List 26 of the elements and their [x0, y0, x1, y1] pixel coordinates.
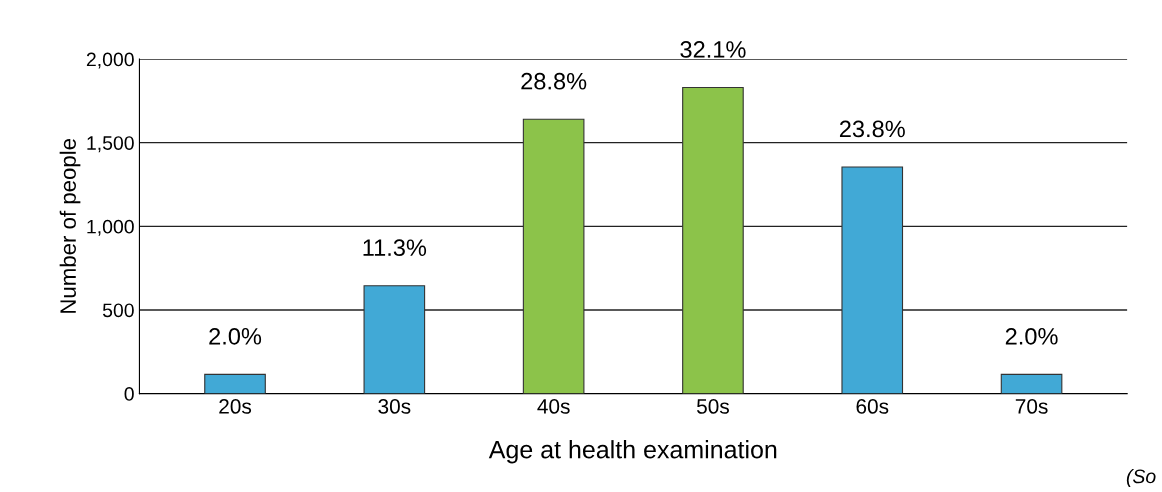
annotation: 2.0%: [1005, 327, 1058, 345]
bar: [682, 86, 744, 394]
y-tick-label: 0: [124, 387, 134, 401]
annotation: 2.0%: [209, 327, 262, 345]
x-tick-label: 60s: [856, 399, 889, 414]
x-tick-label: 30s: [378, 399, 411, 414]
bar: [204, 373, 266, 394]
y-tick-label: 500: [102, 303, 134, 318]
x-tick-label: 40s: [537, 399, 570, 414]
x-tick-label: 20s: [219, 399, 252, 414]
y-tick-label: 1,500: [87, 136, 134, 153]
bar: [841, 166, 904, 394]
text: (So: [1126, 468, 1156, 488]
bar: [1000, 373, 1063, 394]
annotation: 23.8%: [839, 120, 905, 138]
annotation: 28.8%: [521, 72, 587, 90]
y-axis-title: Number of people: [59, 138, 81, 313]
annotation: 11.3%: [363, 239, 427, 257]
y-tick-label: 2,000: [86, 52, 134, 69]
y-tick-label: 1,000: [87, 219, 134, 236]
annotation: 32.1%: [680, 41, 746, 58]
x-axis-title: Age at health examination: [488, 440, 777, 464]
x-tick-label: 50s: [696, 399, 729, 414]
x-tick-label: 70s: [1015, 399, 1048, 414]
bar: [363, 285, 426, 394]
bar: [522, 118, 585, 394]
